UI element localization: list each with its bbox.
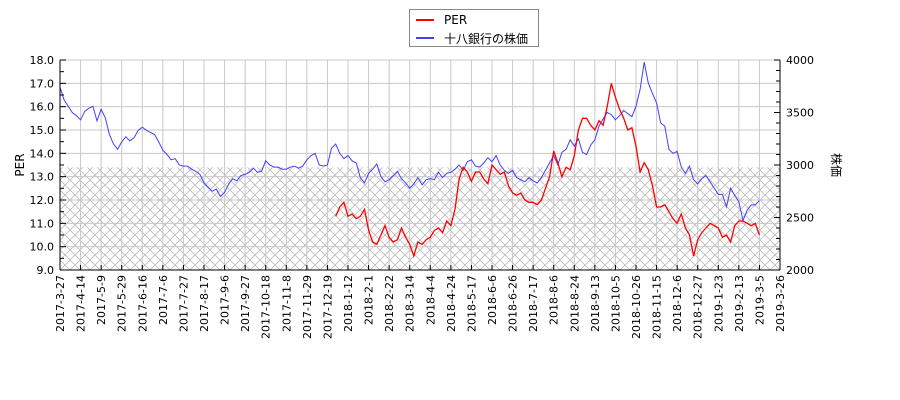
legend: PER 十八銀行の株価 [409, 9, 539, 47]
series-layer [59, 62, 761, 259]
x-tick-label: 2018-3-14 [404, 275, 417, 332]
left-tick-label: 17.0 [30, 77, 55, 90]
left-tick-label: 15.0 [30, 124, 55, 137]
x-tick-label: 2018-10-26 [630, 275, 643, 339]
x-tick-label: 2018-12-6 [671, 275, 684, 332]
x-tick-label: 2017-7-27 [177, 275, 190, 332]
left-tick-label: 18.0 [30, 54, 55, 67]
x-tick-label: 2017-7-6 [157, 275, 170, 325]
x-tick-label: 2019-3-5 [753, 275, 766, 325]
x-tick-label: 2018-5-17 [465, 275, 478, 332]
x-tick-label: 2017-4-14 [75, 275, 88, 332]
per-line [335, 83, 761, 259]
x-tick-label: 2018-2-1 [363, 275, 376, 325]
x-tick-label: 2017-9-6 [219, 275, 232, 325]
x-tick-label: 2018-6-26 [507, 275, 520, 332]
x-tick-label: 2018-12-27 [692, 275, 705, 339]
x-tick-label: 2019-2-13 [733, 275, 746, 332]
x-tick-label: 2017-5-29 [116, 275, 129, 332]
x-tick-label: 2018-2-22 [383, 275, 396, 332]
x-tick-label: 2018-6-6 [486, 275, 499, 325]
left-axis-title: PER [13, 153, 27, 176]
x-tick-label: 2017-11-29 [301, 275, 314, 339]
x-tick-label: 2017-10-18 [260, 275, 273, 339]
left-tick-label: 12.0 [30, 194, 55, 207]
legend-label-per: PER [444, 13, 468, 27]
left-tick-label: 14.0 [30, 147, 55, 160]
x-tick-label: 2018-7-17 [527, 275, 540, 332]
x-tick-label: 2018-8-6 [548, 275, 561, 325]
right-axis-title: 株価 [829, 153, 844, 177]
x-tick-label: 2018-4-24 [445, 275, 458, 332]
left-tick-label: 13.0 [30, 171, 55, 184]
legend-entry-per[interactable]: PER [416, 12, 467, 28]
left-tick-label: 10.0 [30, 241, 55, 254]
x-tick-label: 2018-9-13 [589, 275, 602, 332]
x-tick-label: 2018-4-4 [424, 275, 437, 325]
stock-price-line [59, 62, 760, 223]
x-tick-label: 2017-5-9 [95, 275, 108, 325]
x-tick-label: 2018-1-12 [342, 275, 355, 332]
legend-label-stock-price: 十八銀行の株価 [444, 31, 529, 46]
hatched-band [60, 167, 780, 270]
left-tick-label: 11.0 [30, 217, 55, 230]
legend-entry-stock-price[interactable]: 十八銀行の株価 [416, 30, 528, 46]
left-tick-label: 9.0 [37, 264, 55, 277]
right-tick-label: 3000 [786, 159, 814, 172]
x-tick-label: 2019-3-26 [774, 275, 787, 332]
x-tick-label: 2017-12-19 [321, 275, 334, 339]
x-tick-label: 2017-8-17 [198, 275, 211, 332]
per-swatch-icon [416, 19, 434, 21]
left-axis-tick-labels: 9.0 10.0 11.0 12.0 13.0 14.0 15.0 16.0 17.0 18.0 [30, 54, 55, 277]
axes [59, 59, 781, 271]
x-tick-label: 2018-8-24 [568, 275, 581, 332]
right-axis-tick-labels: 2000 2500 3000 3500 4000 [786, 54, 814, 277]
right-tick-label: 2000 [786, 264, 814, 277]
x-tick-label: 2018-10-5 [609, 275, 622, 332]
x-axis-tick-labels: 2017-3-27 2017-4-14 2017-5-9 2017-5-29 2017-… [54, 275, 787, 339]
right-tick-label: 4000 [786, 54, 814, 67]
x-tick-label: 2018-11-15 [651, 275, 664, 339]
left-tick-label: 16.0 [30, 101, 55, 114]
x-tick-label: 2017-11-8 [280, 275, 293, 332]
right-tick-label: 3500 [786, 107, 814, 120]
x-tick-label: 2017-6-16 [136, 275, 149, 332]
x-tick-label: 2017-9-27 [239, 275, 252, 332]
stock-price-swatch-icon [416, 37, 434, 39]
x-tick-label: 2017-3-27 [54, 275, 67, 332]
x-tick-label: 2019-1-23 [712, 275, 725, 332]
right-tick-label: 2500 [786, 212, 814, 225]
